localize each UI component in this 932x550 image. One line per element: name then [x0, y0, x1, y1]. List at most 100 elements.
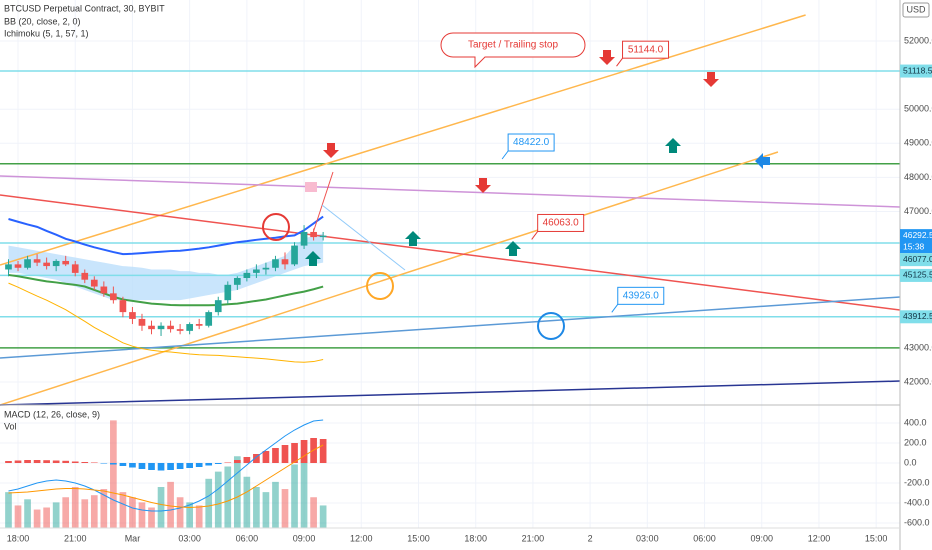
callout-text: Target / Trailing stop: [468, 40, 558, 51]
y-tick-label: 49000.0: [904, 138, 932, 148]
volume-bar: [224, 466, 232, 528]
trend-line: [0, 296, 901, 359]
macd-histogram-bar: [43, 460, 50, 463]
volume-bar: [281, 489, 289, 528]
volume-bar: [24, 499, 31, 528]
trend-line: [0, 14, 806, 266]
callout-bubble: [440, 32, 586, 69]
macd-histogram-bar: [233, 460, 241, 463]
macd-histogram-bar: [14, 460, 22, 463]
x-tick-label: 03:00: [636, 533, 659, 543]
trend-line: [0, 380, 901, 406]
vol-title: Vol: [4, 421, 17, 431]
trend-line: [0, 175, 901, 208]
macd-histogram-bar: [110, 463, 117, 465]
currency: USD: [906, 4, 926, 14]
price-label: 43926.0: [623, 290, 660, 301]
candle-body: [262, 267, 270, 270]
y-tick-label: 400.0: [904, 417, 927, 427]
chart-title: BTCUSD Perpetual Contract, 30, BYBIT: [4, 3, 165, 13]
arrow-up: [665, 138, 681, 153]
macd-histogram-bar: [138, 463, 146, 469]
macd-line: [8, 419, 324, 512]
macd-histogram-bar: [205, 463, 213, 466]
x-tick-label: 18:00: [7, 533, 30, 543]
price-tag-label: 45125.5: [903, 270, 932, 280]
ichimoku-cloud: [8, 233, 324, 301]
price-label-pointer: [501, 150, 509, 160]
candle-body: [138, 318, 146, 326]
arrow-up: [505, 241, 521, 256]
candle-body: [14, 264, 22, 268]
macd-histogram-bar: [224, 462, 232, 463]
x-tick-label: 06:00: [236, 533, 259, 543]
candle-body: [291, 245, 298, 265]
smiley-sad: [537, 312, 565, 340]
indicator-label: BB (20, close, 2, 0): [4, 16, 81, 26]
volume-bar: [253, 487, 260, 528]
y-tick-label: 50000.0: [904, 104, 932, 114]
candle-body: [62, 260, 70, 265]
price-label-pointer: [531, 231, 539, 240]
candle-body: [176, 329, 184, 331]
macd-histogram-bar: [81, 462, 89, 463]
pig-icon: [305, 182, 317, 192]
candle-body: [157, 325, 165, 330]
x-tick-label: 03:00: [178, 533, 201, 543]
candle-body: [33, 259, 41, 263]
candle-body: [195, 324, 203, 326]
volume-bar: [52, 502, 60, 528]
arrow-down: [599, 50, 615, 65]
volume-bar: [319, 505, 327, 528]
price-label-box: [507, 133, 555, 152]
y-tick-label: 43000.0: [904, 342, 932, 352]
volume-bar: [62, 497, 70, 528]
volume-bar: [233, 456, 241, 528]
trend-line: [0, 151, 779, 406]
macd-histogram-bar: [176, 463, 184, 469]
price-label: 46063.0: [543, 218, 580, 229]
volume-bar: [243, 476, 251, 528]
macd-histogram-bar: [214, 463, 222, 464]
macd-histogram-bar: [291, 443, 298, 463]
volume-bar: [119, 492, 127, 528]
macd-histogram-bar: [195, 463, 203, 467]
arrow-up: [405, 231, 421, 246]
candle-body: [52, 260, 60, 267]
smiley-happy: [262, 213, 290, 241]
currency-box: [902, 2, 930, 18]
price-tag-label: 43912.5: [903, 311, 932, 321]
volume-bar: [195, 505, 203, 528]
volume-bar: [14, 505, 22, 528]
price-tag-label: 46077.0: [903, 254, 932, 264]
candle-body: [319, 235, 327, 238]
candle-body: [300, 231, 308, 246]
candle-body: [119, 300, 127, 313]
y-tick-label: 42000.0: [904, 376, 932, 386]
candle-body: [281, 259, 289, 265]
arrow-left: [755, 153, 770, 169]
x-tick-label: 12:00: [808, 533, 831, 543]
volume-bar: [100, 489, 108, 528]
x-tick-label: 15:00: [865, 533, 888, 543]
x-tick-label: 12:00: [350, 533, 373, 543]
volume-bar: [272, 481, 279, 528]
volume-bar: [214, 471, 222, 528]
candle-body: [110, 293, 117, 301]
price-label: 51144.0: [628, 44, 664, 55]
indicator-label: Ichimoku (5, 1, 57, 1): [4, 28, 89, 38]
candle-body: [214, 300, 222, 313]
y-tick-label: 52000.0: [904, 35, 932, 45]
price-label-box: [617, 286, 665, 305]
macd-histogram-bar: [5, 461, 12, 463]
x-tick-label: 09:00: [293, 533, 316, 543]
x-tick-label: 15:00: [407, 533, 430, 543]
arrow-down: [323, 143, 339, 158]
volume-bar: [291, 464, 298, 528]
price-tag: [900, 64, 932, 78]
macd-histogram-bar: [262, 451, 270, 463]
price-tag: [900, 229, 932, 254]
macd-title: MACD (12, 26, close, 9): [4, 409, 100, 419]
plot: [0, 14, 901, 528]
